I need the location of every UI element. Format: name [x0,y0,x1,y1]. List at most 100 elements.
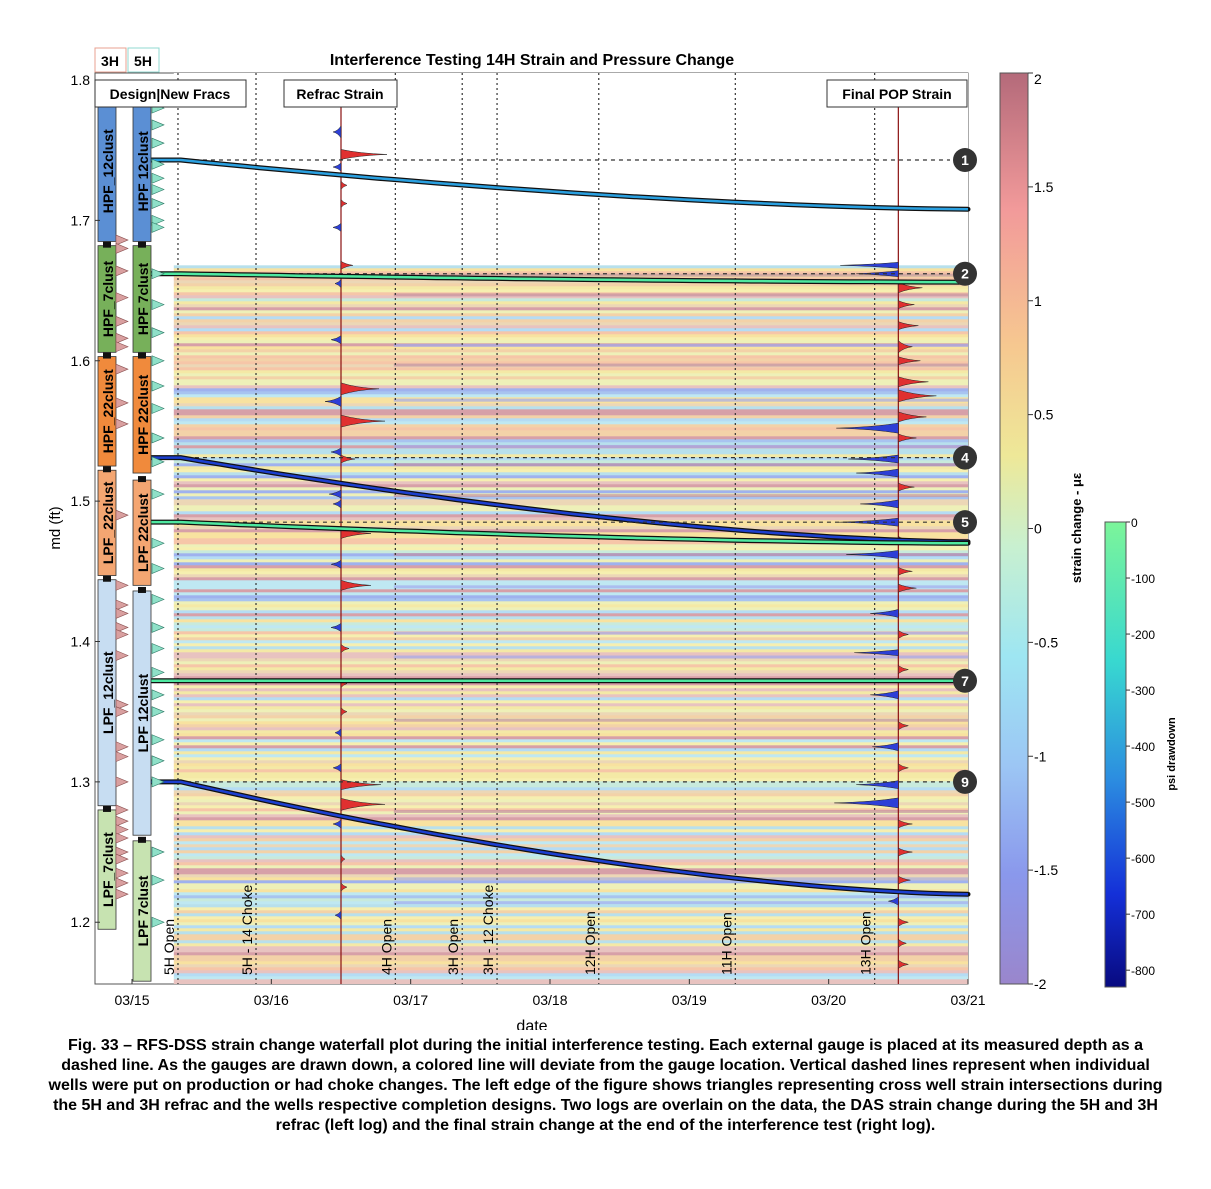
heat-band [173,931,968,935]
heat-band [173,289,968,293]
design-3h-stage-label: HPF_22clust [100,369,116,453]
triangle-3h [115,622,129,633]
heat-band [173,688,968,692]
heat-band [173,340,968,344]
final-spike [898,847,913,857]
heat-band [173,439,968,443]
heat-band [173,685,968,689]
triangle-3h [115,853,129,865]
triangle-3h [115,599,129,611]
y-tick-label: 1.7 [71,212,91,228]
well-5h-header: 5H [134,53,152,69]
heat-band [173,415,968,419]
heat-band [173,628,968,632]
waterfall-chart: Interference Testing 14H Strain and Pres… [47,47,1178,1030]
x-tick-label: 03/20 [811,992,846,1008]
refrac-spike [340,854,346,864]
heat-band [173,865,968,869]
final-spike [898,300,915,310]
triangle-3h [115,815,129,827]
well-3h-header: 3H [101,53,119,69]
strain-colorbar-ticks: 2 1.5 1 0.5 0 -0.5 -1 -1.5 -2 [1028,71,1058,992]
heat-band [173,919,968,923]
final-spike [872,742,899,752]
strain-colorbar-label: strain change - με [1069,473,1084,583]
refrac-spike [330,335,342,345]
final-spike [898,875,911,885]
gauge-trace [138,456,969,544]
heat-strong-band [393,343,968,347]
x-tick-label: 03/18 [532,992,567,1008]
strain-tick-label: 0 [1034,521,1042,537]
design-3h-plug [103,352,111,359]
heat-band [173,547,968,551]
heat-band [173,943,968,947]
heat-band [173,409,968,413]
heat-band [173,742,968,746]
heat-band [173,559,968,563]
heat-strong-band [393,398,968,402]
triangle-3h [115,332,129,344]
heat-band [173,709,968,713]
heat-band [173,442,968,446]
heat-band [173,787,968,791]
heat-band [173,412,968,416]
heat-band [173,694,968,698]
event-label: 5H - 14 Choke [239,885,255,975]
refrac-spike [332,819,342,829]
heat-band [173,922,968,926]
final-spike [846,550,899,559]
triangle-5h [151,666,165,678]
design-5h-stage-label: HPF 12clust [135,131,151,211]
final-spike [898,917,909,927]
heat-band [173,436,968,440]
heat-band [173,841,968,845]
heat-strong-band [393,293,968,297]
heat-band [173,475,968,479]
heat-band [173,958,968,962]
final-spike [898,389,937,403]
heat-band [173,967,968,971]
heat-strong-band [393,585,968,589]
heat-band [173,328,968,332]
refrac-spike [332,222,342,232]
psi-tick-label: -300 [1131,684,1155,698]
triangle-3h [115,341,129,353]
heat-band [173,406,968,410]
heat-band [173,295,968,299]
heat-band [173,394,968,398]
refrac-spike [340,149,388,160]
heat-band [173,469,968,473]
design-box-label: Design|New Fracs [110,86,231,102]
triangle-5h [151,172,165,184]
refrac-spike [334,278,342,289]
final-spike [898,629,909,639]
triangle-5h [151,706,165,718]
psi-tick-label: -600 [1131,852,1155,866]
design-5h-stage-label: HPF 7clust [135,262,151,335]
x-axis-label: date [516,1018,547,1030]
heat-band [173,823,968,827]
design-3h-plug [103,805,111,812]
heat-band [173,937,968,941]
refrac-spike [340,779,382,790]
heat-band [173,670,968,674]
heat-band [173,361,968,365]
heat-band [173,874,968,878]
design-5h-stage-label: HPF 22clust [135,374,151,454]
heat-band [173,676,968,680]
heat-band [173,565,968,569]
heat-band [173,784,968,788]
y-tick-label: 1.8 [71,72,91,88]
strain-colorbar [999,72,1029,985]
triangle-3h [115,265,129,277]
heat-band [173,781,968,785]
triangle-5h [151,563,165,574]
final-spike [898,763,909,773]
heat-band [173,637,968,641]
design-3h-stage-label: LPF_12clust [100,651,116,734]
heat-band [173,550,968,554]
heat-band [173,814,968,818]
final-spike [898,282,923,294]
heat-strong-band [393,363,968,367]
